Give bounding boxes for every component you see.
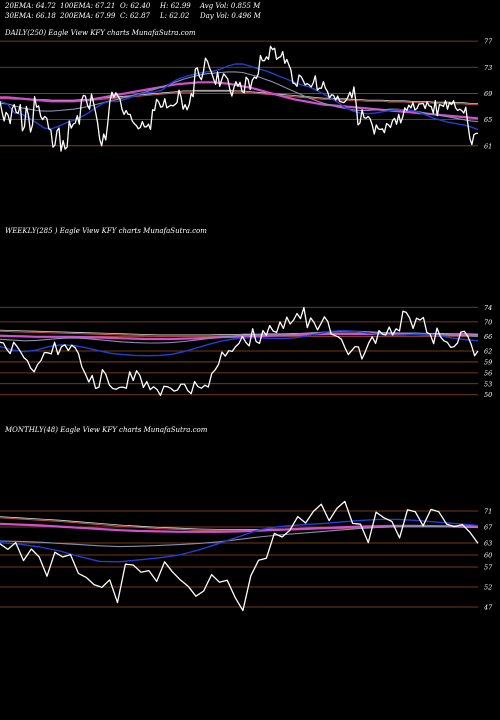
monthly-ytick-label-5: 52 <box>484 584 492 592</box>
monthly-ema-short-line <box>0 518 479 563</box>
weekly-ytick-label-4: 59 <box>484 358 492 366</box>
open-label: O: 62.40 <box>120 2 151 10</box>
monthly-ytick-label-3: 60 <box>484 552 492 560</box>
weekly-ema-mid-line <box>0 330 479 344</box>
monthly-ytick-label-6: 47 <box>483 604 493 612</box>
weekly-title: WEEKLY(285 ) Eagle View KFY charts Munaf… <box>5 227 207 235</box>
daily-title: DAILY(250) Eagle View KFY charts MunafaS… <box>4 29 196 37</box>
daily-ytick-label-0: 77 <box>484 38 493 46</box>
daily-ytick-label-4: 61 <box>484 142 492 150</box>
weekly-ytick-label-5: 56 <box>484 369 492 377</box>
daily-ema200-upper-line <box>0 89 478 104</box>
weekly-ytick-label-7: 50 <box>484 391 492 399</box>
monthly-price-line <box>0 500 479 612</box>
monthly-ytick-label-2: 63 <box>484 540 492 548</box>
daily-panel: DAILY(250) Eagle View KFY charts MunafaS… <box>0 29 493 152</box>
weekly-ytick-label-2: 66 <box>484 333 492 341</box>
monthly-ytick-label-1: 67 <box>484 524 493 532</box>
weekly-panel: WEEKLY(285 ) Eagle View KFY charts Munaf… <box>0 227 492 399</box>
ema100-label: 100EMA: 67.21 <box>60 2 116 10</box>
daily-ytick-label-2: 69 <box>484 90 492 98</box>
indicator-header: 20EMA: 64.72 100EMA: 67.21 O: 62.40 H: 6… <box>0 0 500 26</box>
monthly-title: MONTHLY(48) Eagle View KFY charts Munafa… <box>4 426 208 434</box>
low-label: L: 62.02 <box>160 12 190 20</box>
ema200-label: 200EMA: 67.99 <box>60 12 116 20</box>
monthly-ytick-label-0: 71 <box>484 508 492 516</box>
ema30-label: 30EMA: 66.18 <box>5 12 56 20</box>
weekly-ytick-label-6: 53 <box>484 380 492 388</box>
day-vol-label: Day Vol: 0.496 M <box>200 12 261 20</box>
daily-price-line <box>0 45 478 152</box>
monthly-panel: MONTHLY(48) Eagle View KFY charts Munafa… <box>0 426 493 612</box>
weekly-price-line <box>0 306 479 397</box>
monthly-ema-long-line <box>0 522 479 533</box>
weekly-ytick-label-3: 62 <box>484 348 492 356</box>
monthly-ema-mid-line <box>0 526 479 548</box>
weekly-ytick-label-1: 70 <box>484 318 492 326</box>
monthly-ytick-label-4: 57 <box>484 564 493 572</box>
daily-ytick-label-3: 65 <box>484 116 492 124</box>
weekly-ema-long-line <box>0 332 479 341</box>
avg-vol-label: Avg Vol: 0.855 M <box>200 2 261 10</box>
daily-ema-mid-line <box>0 71 479 123</box>
close-label: C: 62.87 <box>120 12 150 20</box>
daily-ema-long-line <box>0 81 479 120</box>
daily-ytick-label-1: 73 <box>484 64 492 72</box>
high-label: H: 62.99 <box>160 2 191 10</box>
weekly-ytick-label-0: 74 <box>484 304 492 312</box>
ema20-label: 20EMA: 64.72 <box>5 2 56 10</box>
weekly-ema-short-line <box>0 329 479 357</box>
